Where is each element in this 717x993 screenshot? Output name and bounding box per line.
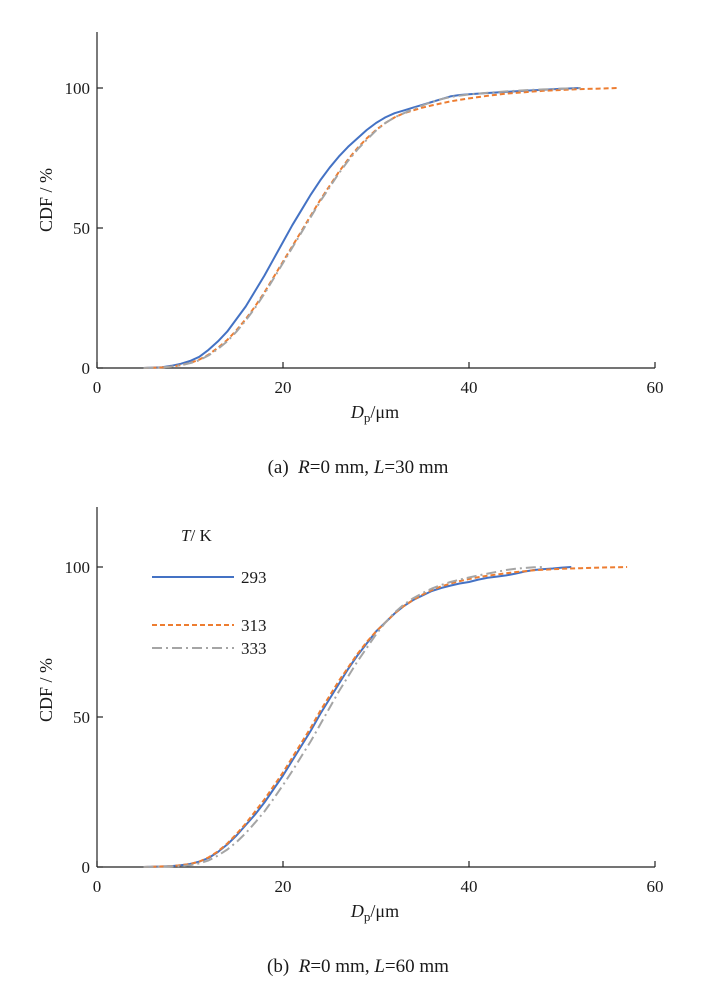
x-tick-label-a: 0	[93, 378, 102, 397]
y-tick-label-b: 0	[82, 858, 91, 877]
legend-label-293: 293	[241, 568, 267, 587]
series-line-333	[143, 566, 544, 868]
y-tick-label-a: 0	[82, 359, 91, 378]
series-line-333	[143, 87, 581, 369]
legend-title: T/ K	[181, 526, 212, 545]
y-tick-label-a: 50	[73, 219, 90, 238]
x-tick-label-b: 40	[461, 877, 478, 896]
series-layer-b	[143, 566, 628, 868]
series-line-313	[143, 87, 618, 369]
caption-a: (a) R=0 mm, L=30 mm	[268, 457, 449, 478]
legend-label-333: 333	[241, 639, 267, 658]
x-tick-label-b: 20	[275, 877, 292, 896]
x-tick-label-b: 60	[647, 877, 664, 896]
x-tick-label-a: 40	[461, 378, 478, 397]
chart-panel-b: 0 20 40 60 0 50 100 CDF / % Dp/μm (b) R=0 mm, …	[36, 507, 664, 977]
series-line-293	[143, 566, 572, 868]
series-line-293	[143, 87, 581, 369]
legend-label-313: 313	[241, 616, 267, 635]
axes-b: 0 20 40 60 0 50 100	[65, 507, 664, 896]
caption-b: (b) R=0 mm, L=60 mm	[267, 956, 449, 977]
x-axis-title-b: Dp/μm	[350, 901, 399, 924]
y-axis-title-b: CDF / %	[36, 658, 56, 722]
y-axis-title-a: CDF / %	[36, 168, 56, 232]
legend: T/ K 293 313 333	[152, 526, 267, 658]
y-tick-label-b: 50	[73, 708, 90, 727]
x-tick-label-a: 20	[275, 378, 292, 397]
y-tick-label-a: 100	[65, 79, 91, 98]
x-tick-label-b: 0	[93, 877, 102, 896]
x-axis-title-a: Dp/μm	[350, 402, 399, 425]
axes-a: 0 20 40 60 0 50 100	[65, 32, 664, 397]
series-layer-a	[143, 87, 618, 369]
y-tick-label-b: 100	[65, 558, 91, 577]
x-tick-label-a: 60	[647, 378, 664, 397]
chart-panel-a: 0 20 40 60 0 50 100 CDF / % Dp/μm (a) R=0 mm, …	[36, 32, 664, 478]
series-line-313	[143, 566, 628, 868]
